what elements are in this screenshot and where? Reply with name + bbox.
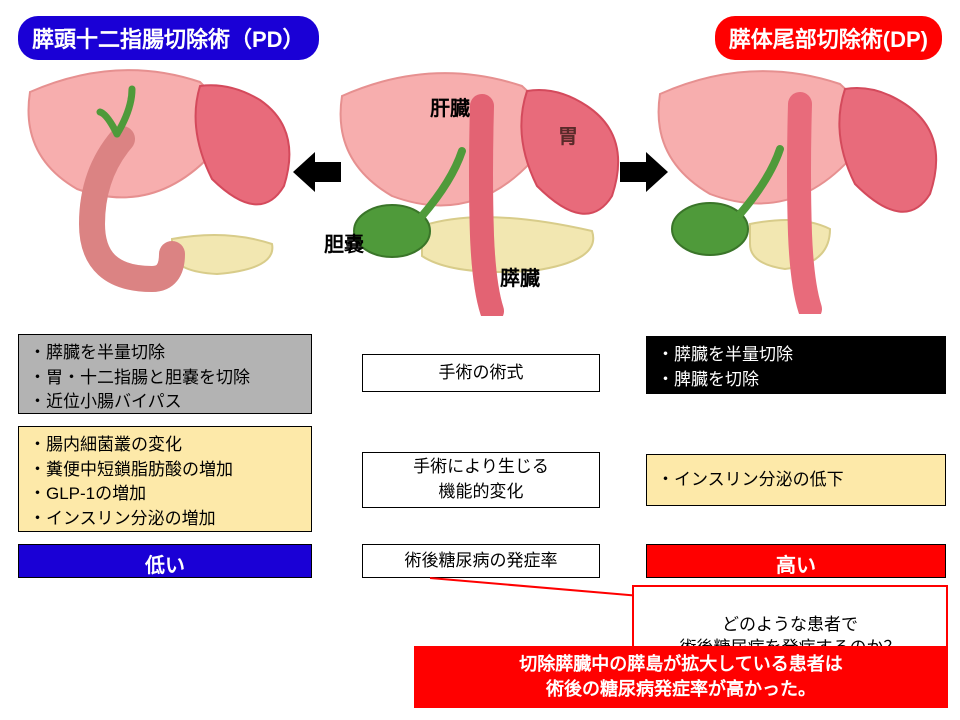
pd-func-3: ・GLP-1の増加 <box>29 482 301 507</box>
dp-procedure-box: ・膵臓を半量切除 ・脾臓を切除 <box>646 336 946 394</box>
pd-title-badge: 膵頭十二指腸切除術（PD） <box>18 16 319 60</box>
dp-title-text: 膵体尾部切除術(DP) <box>729 27 928 52</box>
row2-center-text: 手術により生じる 機能的変化 <box>413 455 549 504</box>
label-pancreas: 膵臓 <box>500 262 540 291</box>
dp-proc-2: ・脾臓を切除 <box>657 368 935 393</box>
pd-anatomy <box>22 64 302 314</box>
row1-center-text: 手術の術式 <box>439 361 524 386</box>
row2-center-label: 手術により生じる 機能的変化 <box>362 452 600 508</box>
conclusion-text: 切除膵臓中の膵島が拡大している患者は 術後の糖尿病発症率が高かった。 <box>519 654 842 699</box>
center-anatomy <box>332 66 632 316</box>
pd-proc-1: ・膵臓を半量切除 <box>29 341 301 366</box>
dp-rate: 高い <box>646 544 946 578</box>
row3-center-text: 術後糖尿病の発症率 <box>405 549 558 574</box>
pd-proc-2: ・胃・十二指腸と胆嚢を切除 <box>29 366 301 391</box>
dp-rate-text: 高い <box>776 555 816 577</box>
label-liver: 肝臓 <box>430 92 470 121</box>
pd-func-1: ・腸内細菌叢の変化 <box>29 433 301 458</box>
dp-title-badge: 膵体尾部切除術(DP) <box>715 16 942 60</box>
arrow-left-icon <box>293 150 341 199</box>
pd-anatomy-svg <box>22 64 302 314</box>
pd-title-text: 膵頭十二指腸切除術（PD） <box>32 27 305 52</box>
pd-procedure-box: ・膵臓を半量切除 ・胃・十二指腸と胆嚢を切除 ・近位小腸バイパス <box>18 334 312 414</box>
row1-center-label: 手術の術式 <box>362 354 600 392</box>
pd-rate: 低い <box>18 544 312 578</box>
label-gallbladder: 胆嚢 <box>324 228 364 257</box>
pd-func-2: ・糞便中短鎖脂肪酸の増加 <box>29 458 301 483</box>
conclusion-box: 切除膵臓中の膵島が拡大している患者は 術後の糖尿病発症率が高かった。 <box>414 646 948 708</box>
dp-anatomy-svg <box>650 64 950 314</box>
pd-functional-box: ・腸内細菌叢の変化 ・糞便中短鎖脂肪酸の増加 ・GLP-1の増加 ・インスリン分… <box>18 426 312 532</box>
row3-center-label: 術後糖尿病の発症率 <box>362 544 600 578</box>
arrow-right-icon <box>620 150 668 199</box>
center-anatomy-svg <box>332 66 632 316</box>
pd-rate-text: 低い <box>145 555 185 577</box>
pd-proc-3: ・近位小腸バイパス <box>29 390 301 415</box>
dp-func-1: ・インスリン分泌の低下 <box>657 468 844 493</box>
dp-proc-1: ・膵臓を半量切除 <box>657 343 935 368</box>
dp-functional-box: ・インスリン分泌の低下 <box>646 454 946 506</box>
label-stomach: 胃 <box>558 120 578 149</box>
pd-func-4: ・インスリン分泌の増加 <box>29 507 301 532</box>
dp-anatomy <box>650 64 950 314</box>
